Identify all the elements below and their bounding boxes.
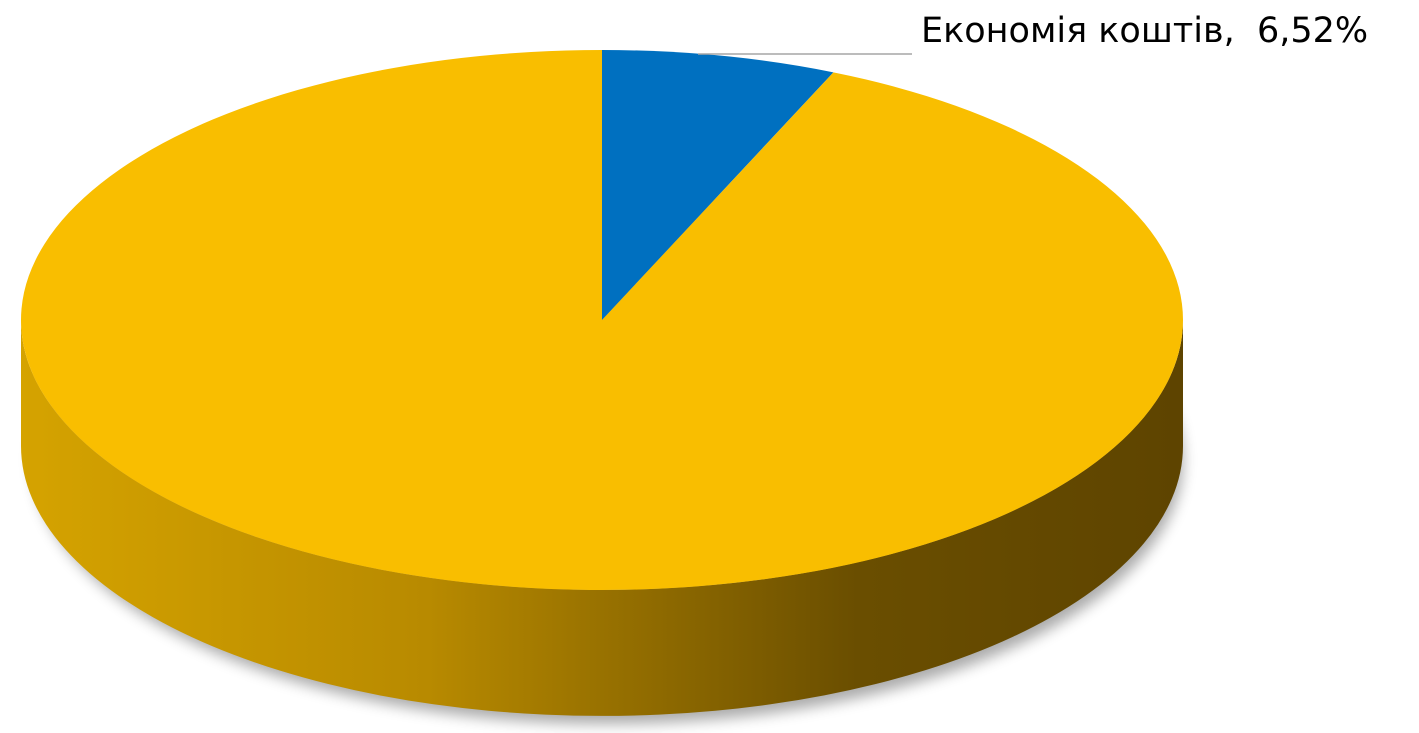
data-label-economy-of-funds: Економія коштів, 6,52% bbox=[921, 11, 1368, 51]
pie-side-wall bbox=[21, 320, 1183, 716]
pie-slice-economy-of-funds bbox=[602, 50, 834, 320]
pie-slice-remainder bbox=[21, 50, 1184, 591]
